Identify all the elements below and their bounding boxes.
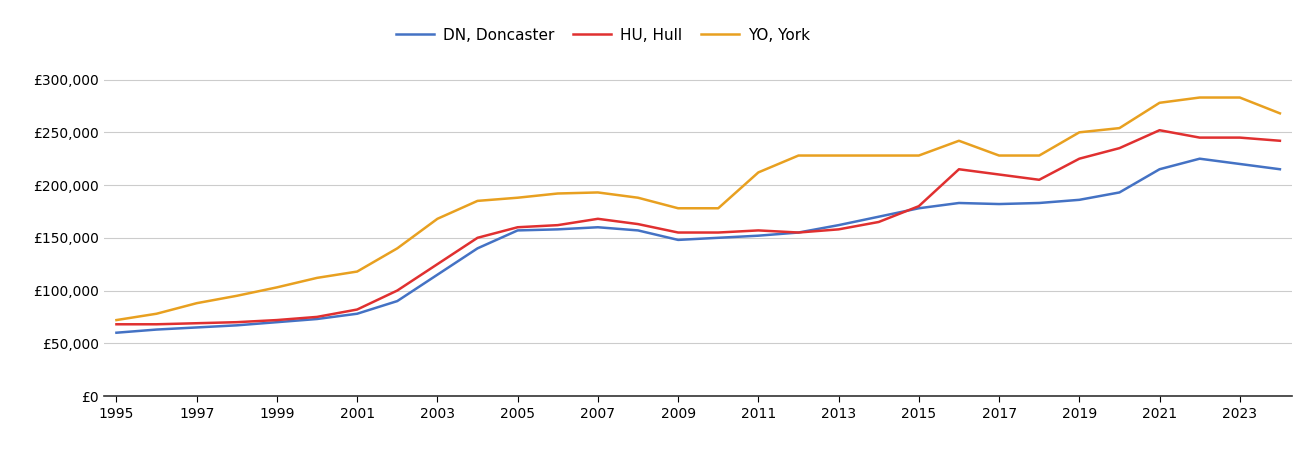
HU, Hull	[671, 230, 686, 235]
HU, Hull	[1031, 177, 1047, 183]
HU, Hull	[149, 322, 164, 327]
YO, York	[1272, 111, 1288, 116]
DN, Doncaster	[911, 206, 927, 211]
DN, Doncaster	[992, 201, 1007, 207]
DN, Doncaster	[951, 200, 967, 206]
HU, Hull	[309, 314, 325, 319]
HU, Hull	[951, 166, 967, 172]
YO, York	[671, 206, 686, 211]
YO, York	[189, 301, 205, 306]
DN, Doncaster	[549, 227, 565, 232]
DN, Doncaster	[1031, 200, 1047, 206]
HU, Hull	[1191, 135, 1207, 140]
DN, Doncaster	[710, 235, 726, 240]
YO, York	[108, 317, 124, 323]
HU, Hull	[791, 230, 806, 235]
YO, York	[429, 216, 445, 221]
HU, Hull	[590, 216, 606, 221]
DN, Doncaster	[1152, 166, 1168, 172]
DN, Doncaster	[1272, 166, 1288, 172]
DN, Doncaster	[590, 225, 606, 230]
HU, Hull	[108, 322, 124, 327]
YO, York	[710, 206, 726, 211]
HU, Hull	[470, 235, 485, 240]
DN, Doncaster	[750, 233, 766, 238]
YO, York	[470, 198, 485, 203]
DN, Doncaster	[671, 237, 686, 243]
DN, Doncaster	[350, 311, 365, 316]
HU, Hull	[870, 219, 886, 225]
YO, York	[1112, 126, 1128, 131]
YO, York	[870, 153, 886, 158]
HU, Hull	[269, 317, 284, 323]
YO, York	[228, 293, 244, 298]
YO, York	[590, 190, 606, 195]
DN, Doncaster	[1112, 190, 1128, 195]
HU, Hull	[1152, 127, 1168, 133]
DN, Doncaster	[309, 316, 325, 322]
YO, York	[992, 153, 1007, 158]
HU, Hull	[630, 221, 646, 227]
DN, Doncaster	[1191, 156, 1207, 162]
DN, Doncaster	[1071, 197, 1087, 202]
YO, York	[309, 275, 325, 281]
DN, Doncaster	[870, 214, 886, 220]
HU, Hull	[429, 261, 445, 267]
HU, Hull	[350, 307, 365, 312]
Line: HU, Hull: HU, Hull	[116, 130, 1280, 324]
YO, York	[1071, 130, 1087, 135]
YO, York	[269, 285, 284, 290]
DN, Doncaster	[269, 320, 284, 325]
Line: DN, Doncaster: DN, Doncaster	[116, 159, 1280, 333]
DN, Doncaster	[510, 228, 526, 233]
Legend: DN, Doncaster, HU, Hull, YO, York: DN, Doncaster, HU, Hull, YO, York	[390, 22, 817, 50]
HU, Hull	[228, 320, 244, 325]
DN, Doncaster	[228, 323, 244, 328]
YO, York	[791, 153, 806, 158]
HU, Hull	[510, 225, 526, 230]
YO, York	[951, 138, 967, 144]
HU, Hull	[1112, 145, 1128, 151]
DN, Doncaster	[470, 246, 485, 251]
YO, York	[350, 269, 365, 274]
HU, Hull	[1071, 156, 1087, 162]
YO, York	[630, 195, 646, 200]
HU, Hull	[1232, 135, 1248, 140]
HU, Hull	[911, 203, 927, 209]
DN, Doncaster	[389, 298, 405, 304]
YO, York	[1031, 153, 1047, 158]
YO, York	[549, 191, 565, 196]
YO, York	[149, 311, 164, 316]
HU, Hull	[549, 222, 565, 228]
DN, Doncaster	[791, 230, 806, 235]
YO, York	[389, 246, 405, 251]
HU, Hull	[189, 320, 205, 326]
YO, York	[911, 153, 927, 158]
DN, Doncaster	[108, 330, 124, 335]
YO, York	[750, 170, 766, 175]
YO, York	[510, 195, 526, 200]
YO, York	[1232, 95, 1248, 100]
HU, Hull	[1272, 138, 1288, 144]
DN, Doncaster	[149, 327, 164, 332]
HU, Hull	[389, 288, 405, 293]
HU, Hull	[992, 172, 1007, 177]
HU, Hull	[750, 228, 766, 233]
YO, York	[1152, 100, 1168, 105]
DN, Doncaster	[831, 222, 847, 228]
DN, Doncaster	[1232, 161, 1248, 166]
HU, Hull	[831, 227, 847, 232]
YO, York	[831, 153, 847, 158]
YO, York	[1191, 95, 1207, 100]
DN, Doncaster	[630, 228, 646, 233]
DN, Doncaster	[429, 272, 445, 277]
HU, Hull	[710, 230, 726, 235]
Line: YO, York: YO, York	[116, 98, 1280, 320]
DN, Doncaster	[189, 325, 205, 330]
